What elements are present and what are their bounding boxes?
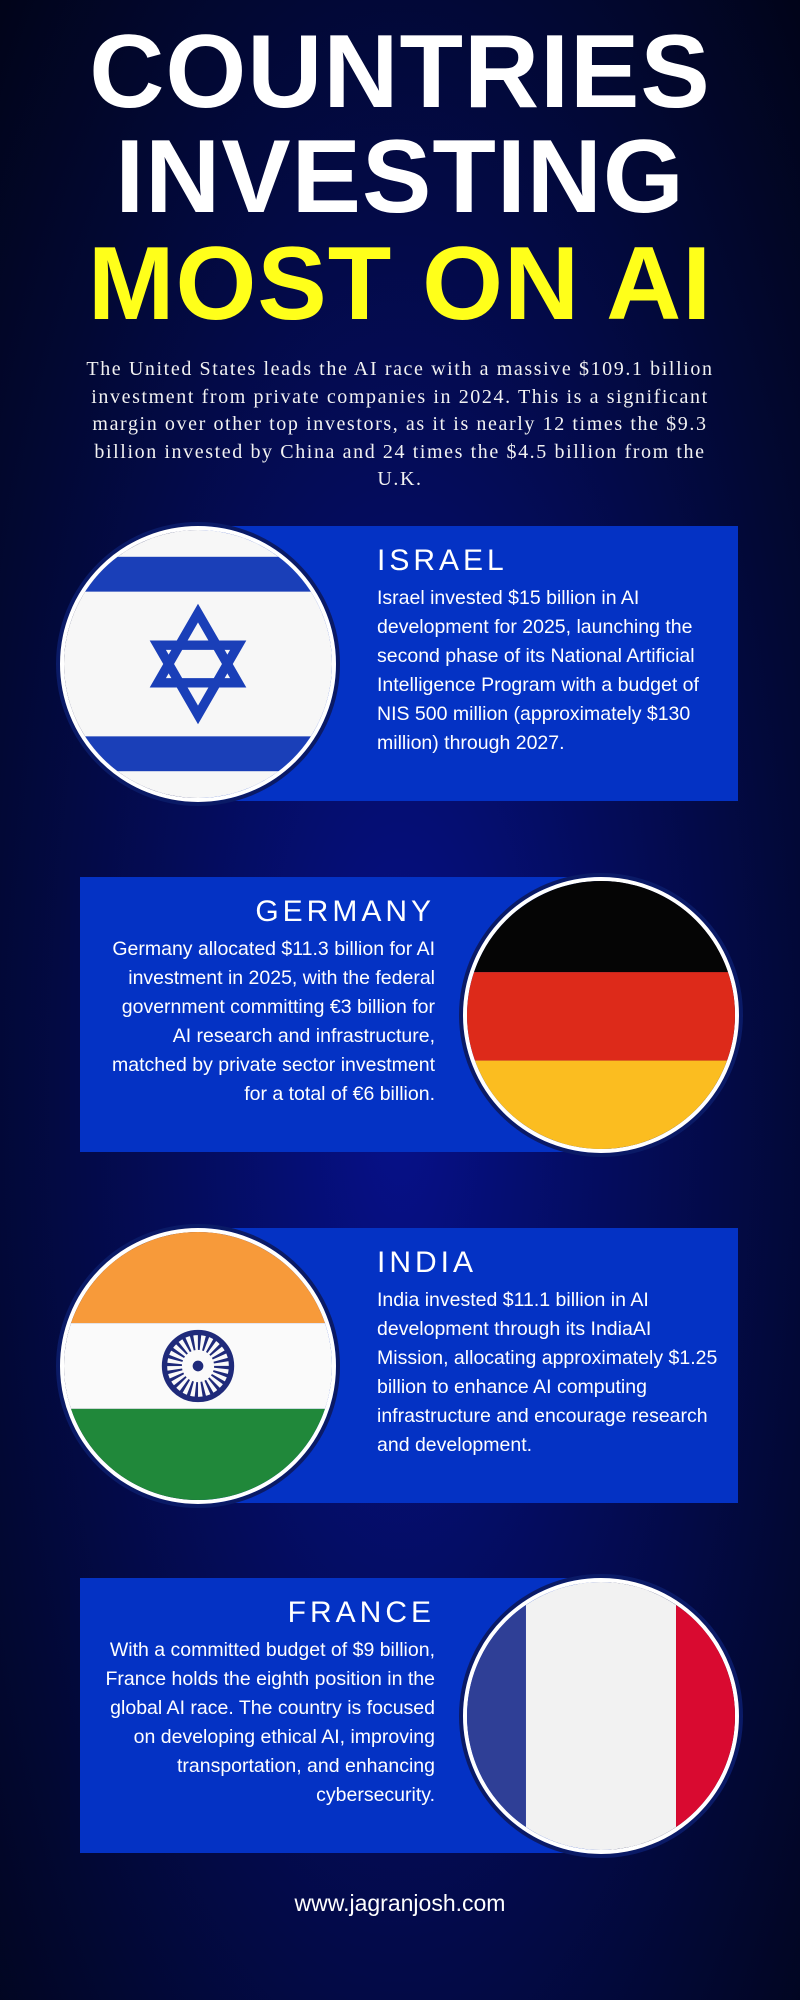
country-text: Germany allocated $11.3 billion for AI i… [112,938,435,1105]
intro-paragraph: The United States leads the AI race with… [86,358,714,490]
country-name: ISRAEL [377,544,508,577]
footer-url[interactable]: www.jagranjosh.com [294,1890,506,1916]
india-flag-icon [60,1228,336,1504]
country-name: FRANCE [287,1596,435,1629]
country-text: Israel invested $15 billion in AI develo… [377,587,699,754]
france-flag-icon [463,1578,739,1854]
country-text: India invested $11.1 billion in AI devel… [377,1289,718,1456]
country-text: With a committed budget of $9 billion, F… [105,1639,435,1806]
country-name: INDIA [377,1246,478,1279]
title-line-1: COUNTRIES [89,14,711,130]
title-line-3: MOST ON AI [87,226,713,342]
germany-flag-icon [463,877,739,1153]
israel-flag-icon [60,526,336,802]
country-name: GERMANY [255,895,435,928]
title-line-2: INVESTING [115,119,685,235]
